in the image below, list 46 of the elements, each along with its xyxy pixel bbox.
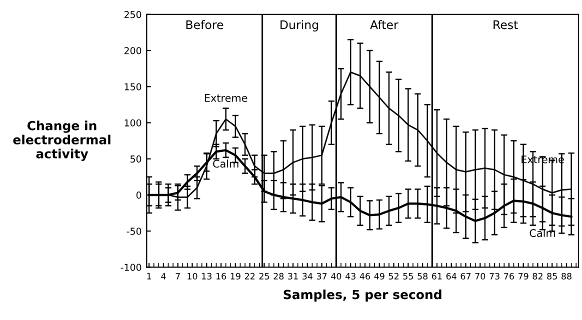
x-tick-label: 52 [388,272,398,280]
x-tick-label: 55 [403,273,413,280]
text: Calm [530,228,555,237]
x-tick-label: 70 [475,272,486,280]
y-tick-label: -100 [120,264,142,271]
x-tick-label: 34 [302,272,312,280]
x-tick-label: 43 [345,272,356,280]
x-tick-label: 1 [147,273,152,280]
y-tick-label: 0 [136,192,142,199]
y-tick-label: 250 [124,10,142,18]
x-tick-label: 37 [316,272,327,280]
x-tick-label: 4 [161,273,166,280]
x-tick-label: 58 [418,272,428,280]
x-tick-label: 88 [562,272,572,280]
x-tick-label: 22 [244,272,255,280]
x-tick-label: 61 [432,272,442,280]
x-tick-label: 67 [460,272,471,280]
x-tick-label: 7 [176,273,180,280]
x-tick-label: 49 [374,272,384,280]
x-tick-label: 25 [259,272,270,280]
annotation: Rest [494,20,518,30]
x-tick-label: 79 [518,272,528,280]
x-tick-label: 40 [331,272,342,280]
y-axis-title: Change in electrodermal activity [13,120,110,161]
y-tick-label: -50 [126,228,142,235]
x-tick-label: 73 [490,272,500,280]
y-tick-label: 200 [124,47,142,54]
x-tick-label: 64 [446,272,456,280]
x-tick-label: 76 [504,272,514,280]
annotation: After [370,20,398,30]
y-tick-label: 50 [130,155,142,163]
x-tick-label: 46 [360,272,370,280]
x-tick-label: 28 [274,272,284,280]
x-tick-label: 16 [216,272,226,280]
x-tick-label: 31 [288,272,298,280]
x-tick-label: 13 [202,272,212,280]
x-tick-label: 19 [230,272,240,280]
x-tick-label: 82 [532,272,542,280]
x-tick-label: 10 [188,272,198,280]
y-tick-label: 100 [124,119,142,126]
x-axis-title: Samples, 5 per second [284,290,442,302]
text: Extreme [204,94,248,102]
annotation: Before [186,20,224,30]
x-tick-label: 85 [547,272,557,280]
y-tick-label: 150 [124,83,142,90]
annotation: During [280,20,318,32]
